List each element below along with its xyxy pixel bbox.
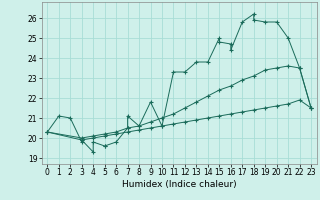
X-axis label: Humidex (Indice chaleur): Humidex (Indice chaleur) bbox=[122, 180, 236, 189]
